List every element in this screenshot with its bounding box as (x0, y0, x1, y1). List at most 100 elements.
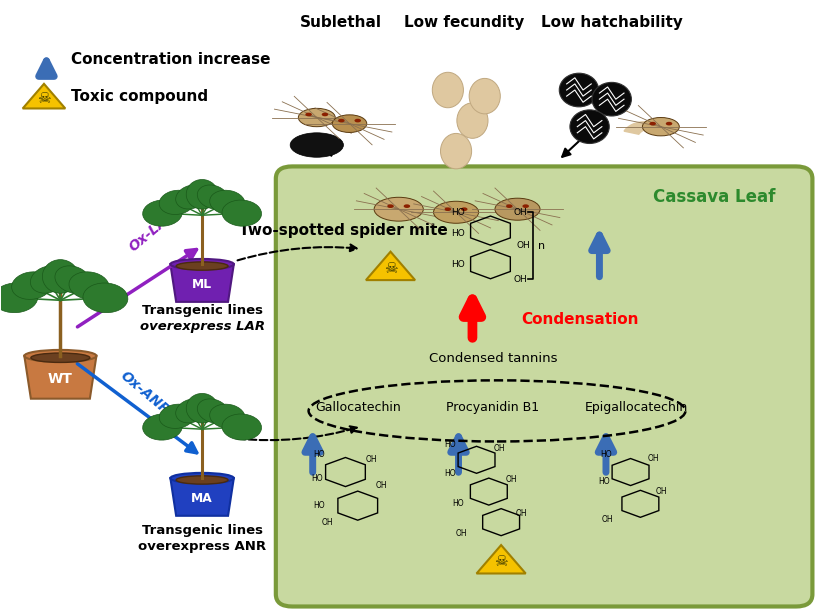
Polygon shape (624, 122, 665, 134)
Text: HO: HO (600, 451, 612, 459)
Text: ☠: ☠ (37, 91, 51, 106)
Ellipse shape (643, 117, 679, 136)
Ellipse shape (469, 79, 501, 114)
Ellipse shape (432, 72, 464, 107)
Text: HO: HO (313, 451, 325, 459)
Ellipse shape (197, 185, 229, 209)
Ellipse shape (506, 204, 513, 208)
Ellipse shape (143, 200, 182, 226)
Ellipse shape (374, 197, 423, 221)
Text: MA: MA (192, 492, 213, 505)
Text: Transgenic lines: Transgenic lines (141, 303, 262, 317)
Ellipse shape (143, 414, 182, 440)
Ellipse shape (170, 259, 233, 270)
Ellipse shape (298, 108, 335, 126)
Text: OH: OH (494, 445, 506, 453)
Ellipse shape (159, 190, 195, 214)
Text: OH: OH (515, 509, 528, 518)
Text: Concentration increase: Concentration increase (71, 52, 270, 67)
Ellipse shape (187, 179, 218, 209)
Ellipse shape (43, 260, 78, 293)
Text: OH: OH (656, 487, 667, 496)
Ellipse shape (176, 399, 207, 423)
Text: WT: WT (48, 373, 73, 386)
Ellipse shape (559, 73, 598, 107)
Text: OH: OH (513, 208, 527, 217)
Text: OH: OH (506, 475, 517, 484)
Ellipse shape (387, 204, 394, 208)
Text: HO: HO (453, 499, 464, 508)
Ellipse shape (495, 198, 540, 220)
Text: HO: HO (445, 468, 456, 478)
Text: Sublethal: Sublethal (300, 15, 382, 30)
Ellipse shape (222, 200, 261, 226)
Text: HO: HO (311, 473, 322, 483)
Ellipse shape (210, 404, 245, 429)
Ellipse shape (25, 350, 96, 362)
Ellipse shape (666, 122, 672, 125)
Text: OH: OH (648, 454, 659, 463)
Ellipse shape (83, 283, 128, 313)
Ellipse shape (404, 204, 410, 208)
Text: OH: OH (456, 529, 468, 538)
Text: Low fecundity: Low fecundity (404, 15, 524, 30)
Ellipse shape (176, 476, 228, 484)
Text: OH: OH (366, 456, 377, 464)
Ellipse shape (290, 133, 344, 157)
Polygon shape (25, 356, 96, 398)
Text: Toxic compound: Toxic compound (71, 88, 208, 104)
Ellipse shape (461, 208, 468, 211)
FancyBboxPatch shape (276, 166, 812, 607)
Text: Condensed tannins: Condensed tannins (428, 352, 557, 365)
Polygon shape (23, 84, 65, 109)
Ellipse shape (592, 82, 631, 116)
Ellipse shape (187, 394, 218, 423)
Text: Condensation: Condensation (522, 312, 639, 327)
Polygon shape (170, 264, 233, 302)
Ellipse shape (321, 112, 328, 116)
Ellipse shape (332, 115, 367, 133)
Ellipse shape (0, 283, 38, 313)
Text: ML: ML (192, 278, 212, 292)
Text: Gallocatechin: Gallocatechin (315, 402, 400, 414)
Text: HO: HO (313, 501, 325, 510)
Ellipse shape (197, 399, 229, 423)
Ellipse shape (649, 122, 656, 125)
Text: HO: HO (598, 476, 610, 486)
Text: OH: OH (516, 241, 530, 251)
Text: HO: HO (450, 260, 464, 269)
Ellipse shape (441, 133, 472, 169)
Text: OH: OH (376, 481, 387, 490)
Text: ☠: ☠ (494, 554, 508, 569)
Ellipse shape (55, 266, 90, 293)
Text: Ox-LAR: Ox-LAR (127, 207, 179, 254)
Ellipse shape (69, 272, 109, 300)
Text: ☠: ☠ (384, 261, 397, 276)
Polygon shape (170, 478, 233, 516)
Ellipse shape (222, 414, 261, 440)
Text: OH: OH (321, 518, 333, 527)
Ellipse shape (176, 262, 228, 270)
Ellipse shape (159, 404, 195, 429)
Text: OH: OH (513, 275, 527, 284)
Ellipse shape (338, 119, 344, 122)
Ellipse shape (523, 204, 529, 208)
Ellipse shape (570, 110, 609, 144)
Ellipse shape (31, 353, 90, 362)
Ellipse shape (433, 201, 478, 223)
Polygon shape (477, 545, 526, 573)
Text: overexpress ANR: overexpress ANR (138, 540, 266, 553)
Ellipse shape (457, 103, 488, 138)
Text: overexpress LAR: overexpress LAR (140, 320, 265, 333)
Ellipse shape (30, 266, 66, 293)
Text: Cassava Leaf: Cassava Leaf (653, 188, 775, 206)
Ellipse shape (12, 272, 52, 300)
Text: HO: HO (445, 440, 456, 449)
Text: n: n (538, 241, 545, 251)
Ellipse shape (176, 185, 207, 209)
Text: Low hatchability: Low hatchability (541, 15, 682, 30)
Text: HO: HO (450, 229, 464, 238)
Text: OH: OH (602, 515, 613, 524)
Text: Epigallocatechin: Epigallocatechin (584, 402, 688, 414)
Text: Transgenic lines: Transgenic lines (141, 524, 262, 537)
